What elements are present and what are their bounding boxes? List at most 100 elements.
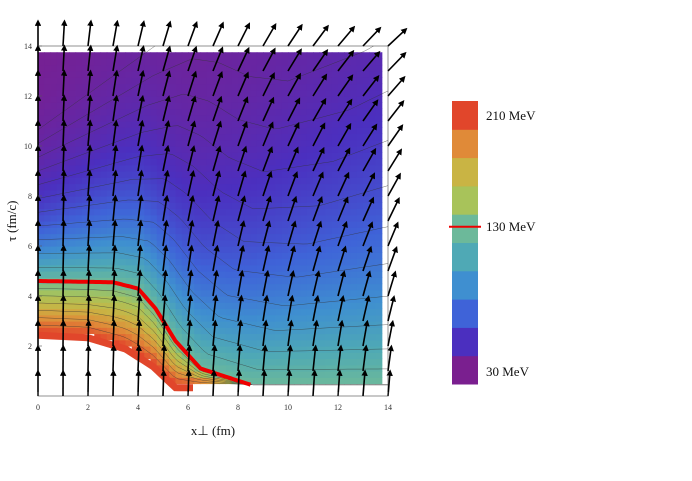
heat-cell [256,64,264,72]
velocity-arrow [387,172,401,197]
velocity-arrow [237,294,244,322]
heat-cell [188,283,195,291]
velocity-arrow [262,170,273,197]
heat-cell [294,133,302,141]
heat-cell [325,333,333,341]
heat-cell [338,127,345,135]
heat-cell [325,321,333,328]
heat-cell [231,202,239,210]
heat-cell [281,352,289,360]
heat-cell [300,202,308,210]
heat-cell [350,271,358,278]
heat-cell [244,314,252,322]
heat-cell [300,108,308,116]
velocity-arrow [85,319,92,347]
heat-cell [131,233,139,241]
heat-cell [300,314,308,322]
heat-cell [269,152,277,160]
velocity-arrow [86,94,94,122]
heat-cell [125,196,133,203]
heat-cell [281,139,289,147]
heat-cell [313,89,320,97]
heat-cell [375,196,383,203]
velocity-arrow [260,369,268,397]
heat-cell [75,221,83,228]
heat-cell [288,83,295,91]
heat-cell [175,302,183,310]
heat-cell [50,64,58,72]
heat-cell [338,283,345,291]
heat-cell [306,296,314,303]
heat-cell [219,233,227,241]
heat-cell [131,83,139,91]
velocity-arrow [211,344,218,372]
heat-cell [150,127,158,135]
heat-cell [275,346,283,353]
heat-cell [338,58,345,66]
heat-cell [269,314,277,322]
heat-cell [138,333,145,341]
heat-cell [81,114,89,122]
heat-cell [44,239,52,247]
heat-cell [269,114,277,122]
heat-cell [175,58,183,66]
heat-cell [288,71,295,78]
heat-cell [125,202,133,210]
heat-cell [144,333,152,341]
heat-cell [38,164,45,172]
heat-cell [363,239,370,247]
heat-cell [288,102,295,110]
heat-cell [375,352,383,360]
heat-cell [81,64,89,72]
heat-cell [256,108,264,116]
heat-cell [206,208,214,216]
heat-cell [56,258,64,266]
heat-cell [219,146,227,153]
heat-cell [338,333,345,341]
heat-cell [238,302,245,310]
heat-cell [169,221,177,228]
x-axis-label: x⊥ (fm) [191,423,235,438]
heat-cell [244,177,252,185]
heat-cell [356,202,364,210]
heat-cell [156,289,164,297]
heat-cell [356,252,364,260]
heat-cell [200,302,208,310]
colorbar-label: 130 MeV [486,219,536,234]
heat-cell [306,377,314,385]
heat-cell [306,302,314,310]
velocity-arrow [162,219,170,247]
velocity-arrow [187,269,194,297]
heat-cell [163,108,170,116]
heat-cell [188,52,195,60]
heat-cell [38,183,45,191]
heat-cell [175,127,183,135]
heat-cell [338,133,345,141]
heat-cell [113,133,120,141]
velocity-arrow [186,319,193,347]
heat-cell [281,108,289,116]
heat-cell [369,277,377,285]
heat-cell [106,246,114,253]
heat-cell [356,327,364,335]
heat-cell [144,246,152,253]
heat-cell [338,189,345,197]
heat-cell [269,177,277,185]
heat-cell [275,152,283,160]
heat-cell [250,321,258,328]
heat-cell [350,127,358,135]
heat-cell [250,146,258,153]
heat-cell [38,89,45,97]
heat-cell [50,208,58,216]
heat-cell [225,83,233,91]
heat-cell [300,58,308,66]
heat-cell [38,64,45,72]
heat-cell [250,227,258,235]
heat-cell [131,121,139,128]
heat-cell [38,233,45,241]
heat-cell [88,239,95,247]
heat-cell [275,202,283,210]
heat-cell [44,71,52,78]
heat-cell [181,296,189,303]
heat-cell [119,158,127,166]
